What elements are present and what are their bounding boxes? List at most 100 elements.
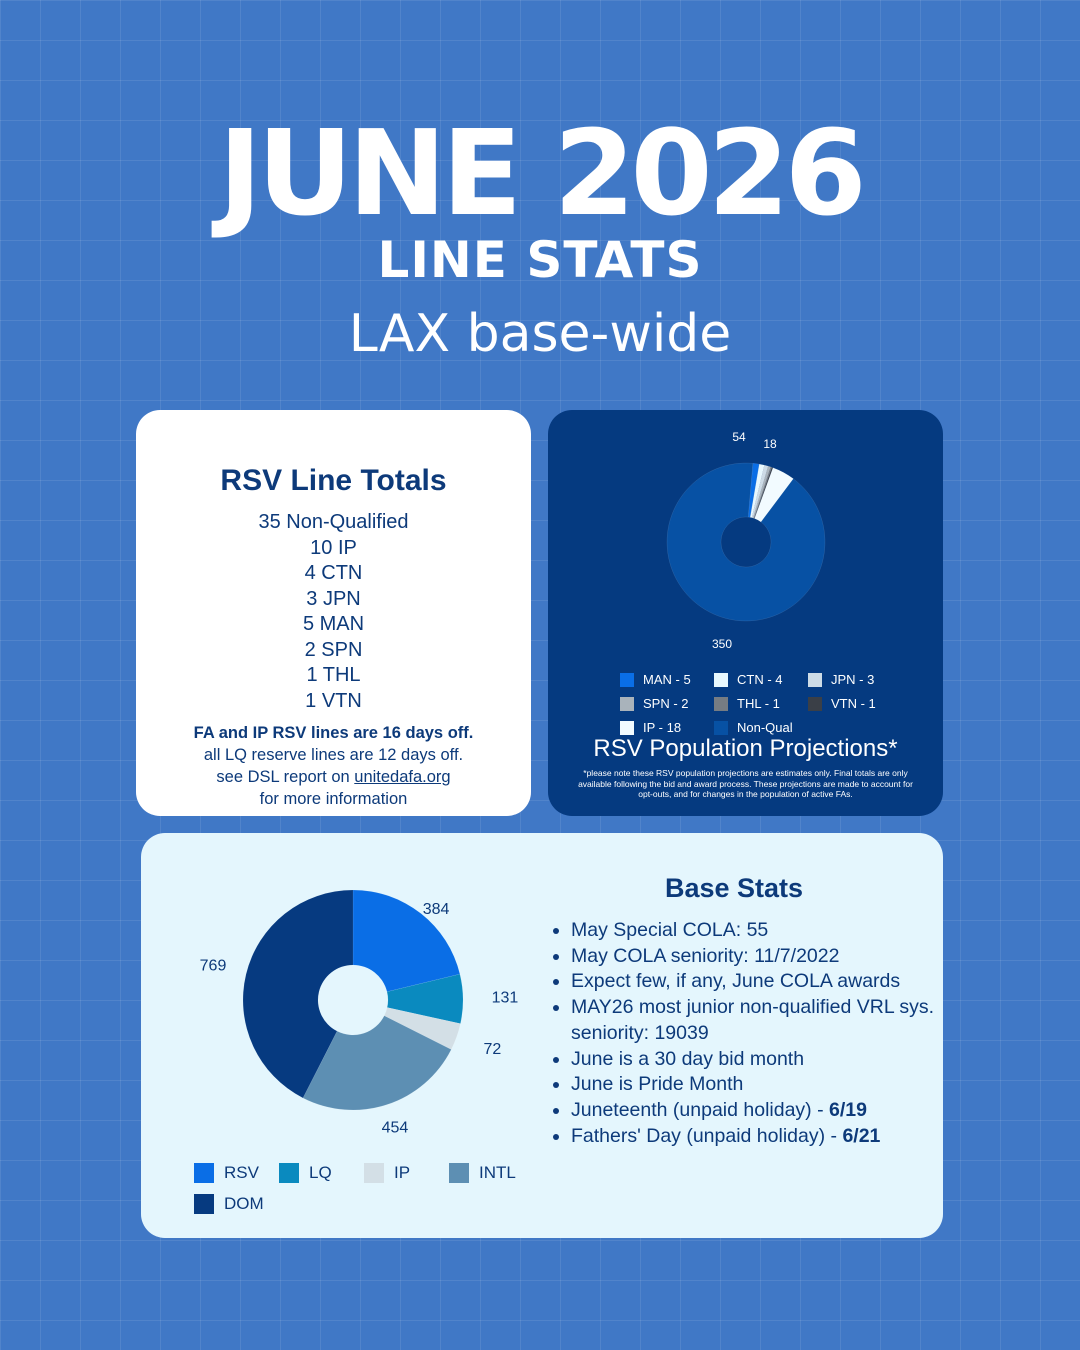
- base-stat-text: Juneteenth (unpaid holiday) -: [571, 1098, 830, 1121]
- page-title: JUNE 2026: [218, 104, 867, 242]
- legend-label: RSV: [224, 1163, 259, 1182]
- page-tagline: LAX base-wide: [348, 304, 732, 364]
- legend-label: IP: [394, 1163, 411, 1182]
- pie-slice-jpn-3: [751, 464, 769, 519]
- base-stat-date: 6/21: [842, 1124, 881, 1147]
- base-stat-text: May COLA seniority: 11/7/2022: [571, 944, 840, 967]
- pie-slice-intl: [302, 1015, 452, 1111]
- base-stat-item: Expect few, if any, June COLA awards: [571, 969, 951, 995]
- base-stats-chart: 384 131 72 454 769: [200, 889, 519, 1137]
- base-stat-item: Juneteenth (unpaid holiday) - 6/19: [571, 1098, 951, 1124]
- note-dsl-report: see DSL report on unitedafa.org: [136, 766, 531, 788]
- base-stat-text: June is a 30 day bid month: [571, 1047, 805, 1070]
- base-stats-list: May Special COLA: 55 May COLA seniority:…: [551, 918, 951, 1149]
- base-stat-text: May Special COLA: 55: [571, 919, 769, 941]
- legend-label: INTL: [479, 1163, 516, 1182]
- legend-label: THL - 1: [737, 696, 780, 711]
- rsv-total-line: 1 VTN: [305, 689, 362, 712]
- legend-swatch: [620, 696, 634, 711]
- rsv-total-line: 10 IP: [310, 536, 357, 559]
- pie-slice-dom: [242, 889, 354, 1099]
- data-label-ip-18: 18: [763, 437, 777, 451]
- data-label-intl: 454: [382, 1120, 409, 1137]
- legend-item-non-qual: Non-Qual: [714, 720, 793, 735]
- note-days-off-lq: all LQ reserve lines are 12 days off.: [203, 746, 464, 764]
- base-stat-text: MAY26 most junior non-qualified VRL sys.…: [571, 996, 935, 1044]
- legend-label: SPN - 2: [643, 696, 689, 711]
- base-stat-text: Expect few, if any, June COLA awards: [571, 970, 901, 993]
- legend-item-rsv: RSV: [194, 1163, 259, 1183]
- legend-item-spn-2: SPN - 2: [620, 696, 689, 711]
- rsv-line-totals-heading: RSV Line Totals: [220, 464, 447, 497]
- legend-item-intl: INTL: [449, 1163, 516, 1183]
- legend-swatch: [714, 672, 728, 687]
- legend-swatch: [194, 1163, 214, 1183]
- rsv-totals-note: FA and IP RSV lines are 16 days off. all…: [136, 722, 531, 810]
- base-stats-card: 384 131 72 454 769 RSV LQ IP INTL DOM Base Stats…: [141, 833, 943, 1238]
- data-label-lq: 131: [492, 990, 519, 1007]
- rsv-total-line: 35 Non-Qualified: [258, 511, 409, 533]
- legend-label: LQ: [309, 1163, 332, 1182]
- unitedafa-link[interactable]: unitedafa.org: [354, 768, 451, 786]
- note-more-info: for more information: [259, 790, 408, 808]
- legend-item-ip: IP: [364, 1163, 410, 1183]
- base-stat-item: MAY26 most junior non-qualified VRL sys.…: [571, 995, 951, 1046]
- base-stat-text: June is Pride Month: [571, 1073, 744, 1096]
- legend-swatch: [808, 696, 822, 711]
- base-stat-item: May COLA seniority: 11/7/2022: [571, 944, 951, 970]
- legend-label: IP - 18: [643, 720, 682, 735]
- legend-label: CTN - 4: [737, 672, 783, 687]
- legend-item-man-5: MAN - 5: [620, 672, 691, 687]
- pie-slice-spn-2: [752, 465, 771, 519]
- data-label-ip: 72: [484, 1041, 502, 1058]
- rsv-total-line: 1 THL: [306, 664, 361, 686]
- pie-slice-rsv: [352, 889, 461, 993]
- page-subtitle: LINE STATS: [377, 231, 703, 289]
- base-stat-date: 6/19: [829, 1098, 867, 1121]
- legend-item-ctn-4: CTN - 4: [714, 672, 783, 687]
- rsv-total-line: 5 MAN: [302, 613, 365, 635]
- data-label-man-5: 54: [732, 430, 746, 444]
- legend-item-thl-1: THL - 1: [714, 696, 780, 711]
- pie-slice-non-qual: [666, 462, 826, 622]
- legend-item-ip-18: IP - 18: [620, 720, 681, 735]
- base-stats-title: Base Stats: [664, 873, 804, 903]
- rsv-total-line: 3 JPN: [306, 587, 361, 610]
- legend-item-jpn-3: JPN - 3: [808, 672, 874, 687]
- legend-swatch: [364, 1163, 384, 1183]
- rsv-population-title: RSV Population Projections*: [593, 735, 898, 762]
- legend-label: VTN - 1: [831, 696, 876, 711]
- pie-slice-ip-18: [754, 467, 794, 523]
- legend-item-lq: LQ: [279, 1163, 332, 1183]
- legend-swatch: [620, 720, 634, 735]
- legend-swatch: [620, 672, 634, 687]
- base-stat-item: June is a 30 day bid month: [571, 1047, 951, 1073]
- data-label-rsv: 384: [423, 901, 450, 918]
- rsv-line-totals-card: RSV Line Totals 35 Non-Qualified 10 IP 4…: [136, 410, 531, 816]
- legend-swatch: [449, 1163, 469, 1183]
- legend-item-vtn-1: VTN - 1: [808, 696, 876, 711]
- pie-slice-vtn-1: [753, 467, 774, 519]
- base-stat-item: Fathers' Day (unpaid holiday) - 6/21: [571, 1124, 951, 1150]
- rsv-population-card: 54 18 350 MAN - 5 CTN - 4 JPN - 3 SPN - 2 THL …: [548, 410, 943, 816]
- legend-swatch: [808, 672, 822, 687]
- legend-label: DOM: [224, 1194, 264, 1213]
- legend-label: Non-Qual: [737, 720, 793, 735]
- base-stat-item: May Special COLA: 55: [571, 918, 951, 944]
- note-dsl-prefix: see DSL report on: [216, 768, 355, 786]
- legend-label: JPN - 3: [831, 672, 875, 687]
- legend-swatch: [279, 1163, 299, 1183]
- rsv-total-line: 4 CTN: [304, 562, 363, 584]
- data-label-dom: 769: [200, 958, 227, 975]
- legend-swatch: [194, 1194, 214, 1214]
- legend-swatch: [714, 720, 728, 735]
- base-stat-text: Fathers' Day (unpaid holiday) -: [571, 1124, 843, 1147]
- note-days-off-fa: FA and IP RSV lines are 16 days off.: [193, 724, 474, 742]
- legend-swatch: [714, 696, 728, 711]
- rsv-total-line: 2 SPN: [304, 638, 363, 661]
- rsv-line-totals-list: 35 Non-Qualified 10 IP 4 CTN 3 JPN 5 MAN…: [136, 510, 531, 714]
- pie-slice-ip: [383, 1007, 461, 1050]
- legend-label: MAN - 5: [643, 672, 691, 687]
- rsv-population-chart: 54 18 350: [666, 430, 826, 651]
- rsv-population-footnote: *please note these RSV population projec…: [578, 768, 913, 799]
